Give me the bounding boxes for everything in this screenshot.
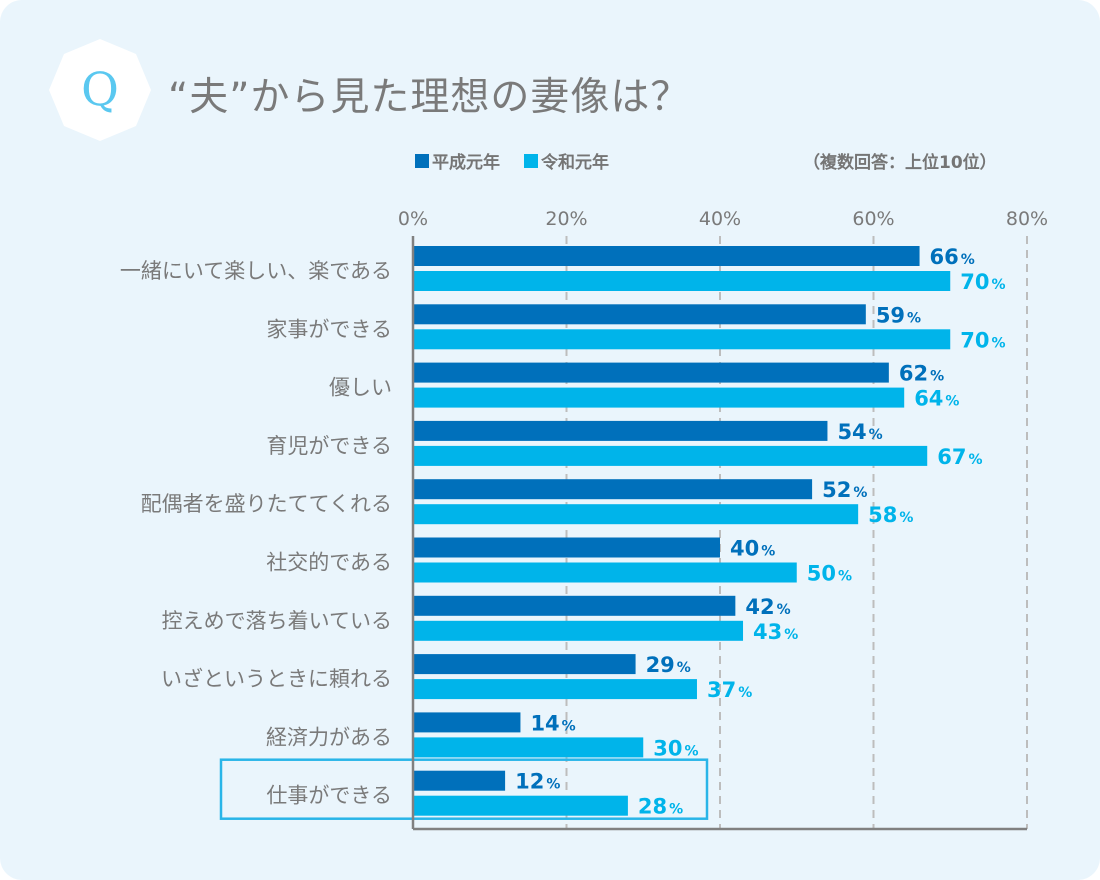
question-badge: Q bbox=[49, 39, 151, 141]
value-label: 59% bbox=[876, 303, 921, 327]
bar-reiwa bbox=[413, 387, 905, 408]
legend-label-heisei: 平成元年 bbox=[432, 153, 500, 173]
bar-reiwa bbox=[413, 504, 859, 525]
bar-reiwa bbox=[413, 620, 744, 641]
bar-heisei bbox=[413, 770, 506, 791]
bar-reiwa bbox=[413, 562, 797, 583]
value-label: 12% bbox=[515, 770, 560, 794]
category-label: 育児ができる bbox=[266, 434, 392, 458]
x-tick-label: 20% bbox=[545, 208, 587, 230]
bar-heisei bbox=[413, 246, 920, 266]
bar-heisei bbox=[413, 654, 636, 675]
x-tick-label: 60% bbox=[852, 208, 894, 230]
highlight-box bbox=[219, 758, 709, 820]
value-label: 58% bbox=[868, 503, 913, 527]
bar-heisei bbox=[413, 362, 889, 383]
question-letter: Q bbox=[81, 62, 119, 116]
category-label: 仕事ができる bbox=[266, 784, 392, 808]
category-label: 優しい bbox=[329, 376, 392, 400]
bar-heisei bbox=[413, 712, 521, 733]
value-label: 43% bbox=[753, 620, 798, 644]
bar-reiwa bbox=[413, 329, 951, 350]
value-label: 40% bbox=[730, 537, 775, 561]
bar-heisei bbox=[413, 420, 828, 441]
value-label: 64% bbox=[914, 387, 959, 411]
value-label: 67% bbox=[937, 445, 982, 469]
value-label: 70% bbox=[960, 270, 1005, 294]
bar-reiwa bbox=[413, 445, 928, 466]
legend: 平成元年 令和元年 bbox=[415, 148, 609, 173]
value-label: 70% bbox=[960, 328, 1005, 352]
bar-heisei bbox=[413, 304, 866, 325]
chart-title: “夫”から見た理想の妻像は？ bbox=[168, 75, 691, 120]
value-label: 42% bbox=[745, 595, 790, 619]
legend-item-heisei: 平成元年 bbox=[415, 148, 500, 173]
value-label: 50% bbox=[807, 562, 852, 586]
category-label: 経済力がある bbox=[266, 725, 392, 749]
value-label: 28% bbox=[638, 795, 683, 819]
category-label: いざというときに頼れる bbox=[161, 667, 392, 691]
x-tick-label: 40% bbox=[699, 208, 741, 230]
value-label: 66% bbox=[930, 245, 975, 269]
legend-swatch-reiwa bbox=[524, 153, 538, 168]
value-label: 14% bbox=[530, 711, 575, 735]
bar-heisei bbox=[413, 479, 813, 500]
value-label: 62% bbox=[899, 362, 944, 386]
category-label: 家事ができる bbox=[266, 317, 392, 341]
bar-reiwa bbox=[413, 271, 951, 291]
bar-reiwa bbox=[413, 679, 697, 700]
bar-reiwa bbox=[413, 737, 644, 758]
bar-reiwa bbox=[413, 795, 628, 816]
category-label: 控えめで落ち着いている bbox=[162, 609, 392, 633]
value-label: 52% bbox=[822, 478, 867, 502]
x-tick-label: 0% bbox=[398, 208, 428, 230]
category-label: 一緒にいて楽しい、楽である bbox=[120, 259, 392, 283]
bar-heisei bbox=[413, 595, 736, 616]
value-label: 29% bbox=[646, 653, 691, 677]
value-label: 54% bbox=[837, 420, 882, 444]
legend-item-reiwa: 令和元年 bbox=[524, 148, 609, 173]
legend-swatch-heisei bbox=[415, 153, 429, 168]
chart-note: （複数回答：上位10位） bbox=[803, 153, 997, 173]
category-label: 配偶者を盛りたててくれる bbox=[141, 492, 392, 516]
category-label: 社交的である bbox=[266, 551, 392, 575]
value-label: 30% bbox=[653, 736, 698, 760]
x-tick-label: 80% bbox=[1006, 208, 1048, 230]
legend-label-reiwa: 令和元年 bbox=[541, 153, 609, 173]
value-label: 37% bbox=[707, 678, 752, 702]
bar-heisei bbox=[413, 537, 720, 558]
octagon-badge-shape bbox=[49, 39, 151, 141]
